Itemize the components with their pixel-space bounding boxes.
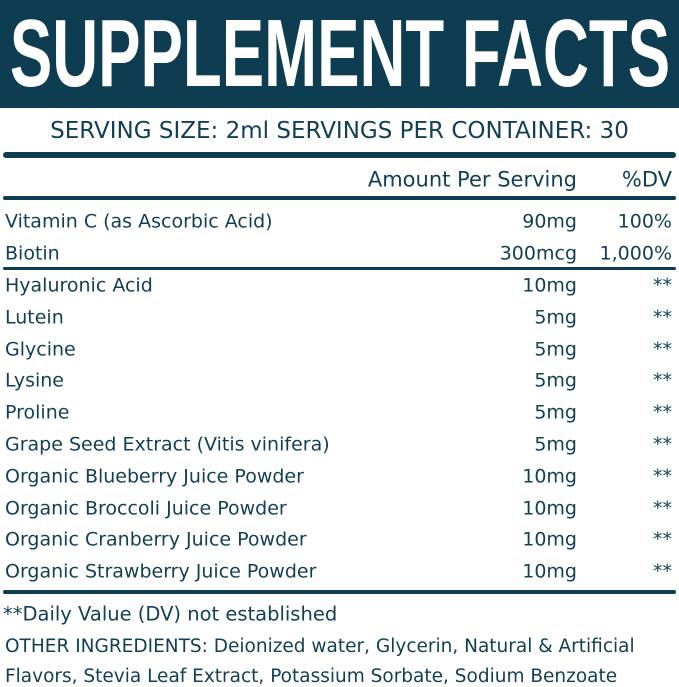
nutrient-name: Proline (5, 401, 70, 424)
nutrient-name: Lysine (5, 369, 64, 392)
column-header: %DV (621, 167, 672, 192)
amount: 5mg (534, 433, 577, 456)
amount: 5mg (534, 306, 577, 329)
title-bar: SUPPLEMENT FACTS (0, 0, 679, 108)
nutrient-name: Biotin (5, 242, 60, 265)
daily-value: ** (653, 560, 672, 583)
daily-value: ** (653, 433, 672, 456)
amount: 10mg (522, 528, 577, 551)
title: SUPPLEMENT FACTS (9, 0, 670, 107)
daily-value: ** (653, 497, 672, 520)
amount: 5mg (534, 338, 577, 361)
other-ingredients-line: Flavors, Stevia Leaf Extract, Potassium … (5, 665, 618, 687)
nutrient-name: Grape Seed Extract (Vitis vinifera) (5, 433, 330, 456)
daily-value: ** (653, 274, 672, 297)
amount: 300mcg (499, 242, 577, 265)
amount: 10mg (522, 560, 577, 583)
rule-medium (3, 196, 676, 200)
nutrient-name: Organic Broccoli Juice Powder (5, 497, 287, 520)
amount: 5mg (534, 369, 577, 392)
rule-medium (3, 590, 676, 594)
daily-value: ** (653, 369, 672, 392)
nutrient-name: Lutein (5, 306, 64, 329)
column-header: Amount Per Serving (367, 167, 577, 192)
amount: 90mg (522, 210, 577, 233)
amount: 5mg (534, 401, 577, 424)
nutrient-name: Organic Strawberry Juice Powder (5, 560, 317, 583)
amount: 10mg (522, 465, 577, 488)
nutrient-name: Hyaluronic Acid (5, 274, 153, 297)
daily-value: ** (653, 338, 672, 361)
serving-info: SERVING SIZE: 2ml SERVINGS PER CONTAINER… (50, 118, 629, 144)
nutrient-name: Glycine (5, 338, 76, 361)
daily-value: ** (653, 465, 672, 488)
nutrient-name: Organic Cranberry Juice Powder (5, 528, 307, 551)
daily-value: ** (653, 401, 672, 424)
footnote: **Daily Value (DV) not established (3, 602, 338, 626)
nutrient-name: Organic Blueberry Juice Powder (5, 465, 304, 488)
amount: 10mg (522, 274, 577, 297)
other-ingredients-line: OTHER INGREDIENTS: Deionized water, Glyc… (5, 635, 635, 657)
daily-value: 1,000% (599, 242, 672, 265)
rule-thick (3, 152, 676, 158)
daily-value: ** (653, 528, 672, 551)
daily-value: 100% (617, 210, 672, 233)
daily-value: ** (653, 306, 672, 329)
nutrient-name: Vitamin C (as Ascorbic Acid) (5, 210, 273, 233)
rule-thin (3, 267, 676, 270)
amount: 10mg (522, 497, 577, 520)
